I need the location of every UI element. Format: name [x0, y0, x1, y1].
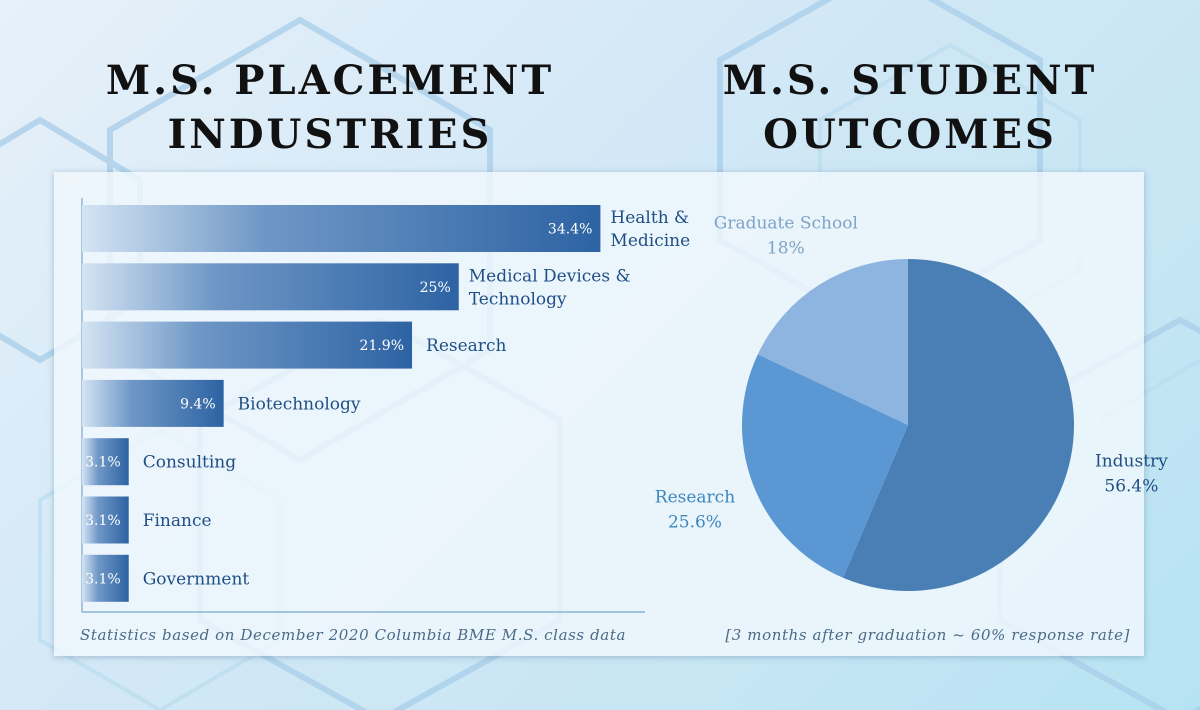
pie-label-research: Research 25.6% [655, 487, 735, 532]
placement-title-line-2: INDUSTRIES [167, 111, 493, 158]
data-source-footnote: Statistics based on December 2020 Columb… [80, 626, 626, 644]
bar-value-label-government: 3.1% [85, 571, 121, 587]
pie-label-industry: Industry 56.4% [1095, 452, 1168, 497]
bar-medical-devices-technology [82, 263, 459, 311]
response-rate-footnote: [3 months after graduation ~ 60% respons… [725, 626, 1130, 644]
bar-category-label-research: Research [426, 336, 506, 356]
bar-category-label-finance: Finance [143, 511, 212, 531]
bar-biotechnology [82, 379, 224, 427]
bar-category-label-medical-devices-technology: Medical Devices & Technology [469, 266, 631, 309]
bar-value-label-medical-devices-technology: 25% [420, 280, 451, 296]
bar-value-label-biotechnology: 9.4% [180, 396, 216, 412]
bar-category-label-government: Government [143, 569, 250, 589]
bar-value-label-health-medicine: 34.4% [548, 222, 592, 238]
bar-category-label-biotechnology: Biotechnology [238, 394, 361, 414]
bar-category-label-consulting: Consulting [143, 453, 237, 473]
bar-finance [82, 496, 129, 544]
bar-consulting [82, 438, 129, 486]
student-outcomes-title: M.S. STUDENT OUTCOMES [640, 54, 1180, 162]
pie-slice-industry [843, 259, 1074, 591]
bar-health-medicine [82, 205, 601, 252]
outcomes-pie-chart: Industry 56.4% Research 25.6% Graduate Schoo… [655, 213, 1168, 591]
bar-category-label-health-medicine: Health & Medicine [610, 208, 690, 251]
pie-label-graduate-school: Graduate School 18% [714, 213, 858, 258]
outcomes-title-line-1: M.S. STUDENT [722, 57, 1098, 104]
pie-slice-research [741, 354, 908, 578]
placement-title-line-1: M.S. PLACEMENT [105, 57, 555, 104]
placement-bar-chart: 34.4% Health & Medicine 25% Medical Devices … [81, 198, 690, 613]
bar-research [82, 321, 413, 369]
pie-slice-graduate-school [757, 259, 908, 425]
outcomes-title-line-2: OUTCOMES [763, 111, 1057, 158]
placement-industries-title: M.S. PLACEMENT INDUSTRIES [40, 54, 620, 162]
bar-value-label-finance: 3.1% [85, 513, 121, 529]
bar-government [82, 554, 129, 602]
bar-value-label-research: 21.9% [360, 338, 404, 354]
bar-value-label-consulting: 3.1% [85, 455, 121, 471]
